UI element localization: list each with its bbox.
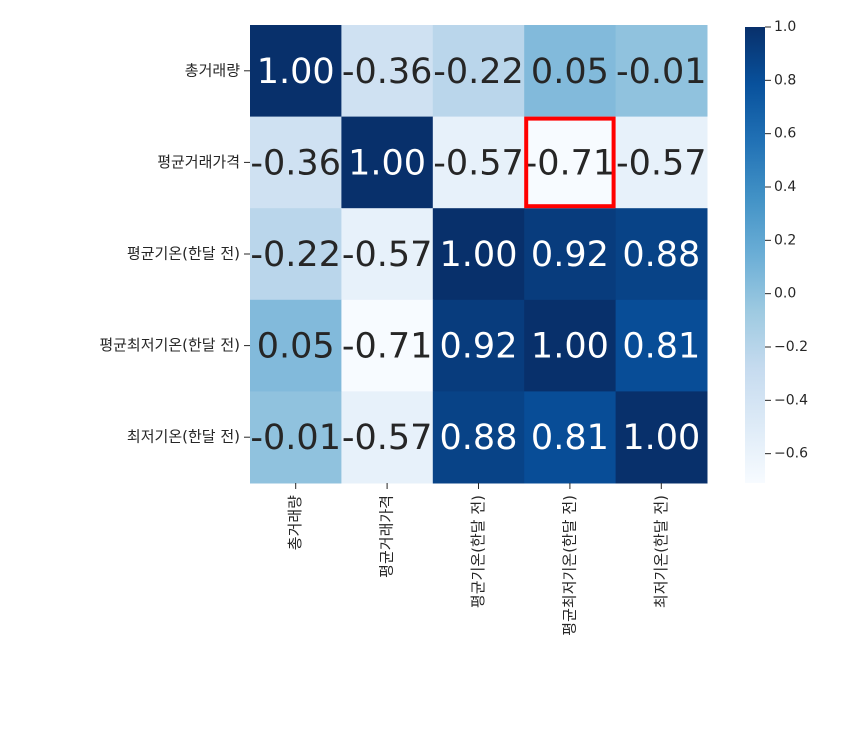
cell-label: 1.00 bbox=[348, 143, 426, 183]
cell-label: 0.88 bbox=[622, 235, 700, 275]
heatmap-cell bbox=[615, 116, 708, 209]
y-tick-label: 최저기온(한달 전) bbox=[127, 428, 240, 446]
heatmap-cell bbox=[432, 116, 525, 209]
heatmap-cell bbox=[432, 208, 525, 301]
cell-label: -0.57 bbox=[342, 418, 433, 458]
heatmap-cell bbox=[524, 208, 617, 301]
heatmap-cell bbox=[615, 208, 708, 301]
y-tick-label: 총거래량 bbox=[185, 61, 240, 79]
x-tick-label: 평균최저기온(한달 전) bbox=[560, 495, 578, 636]
colorbar-tick-label: −0.6 bbox=[774, 446, 808, 462]
heatmap-cell bbox=[615, 25, 708, 118]
x-tick-label: 총거래량 bbox=[286, 495, 304, 550]
heatmap-cell bbox=[615, 299, 708, 392]
colorbar bbox=[745, 27, 765, 483]
heatmap-cell bbox=[524, 25, 617, 118]
cell-label: -0.36 bbox=[342, 52, 433, 92]
heatmap-cell bbox=[341, 208, 434, 301]
x-tick-label: 평균기온(한달 전) bbox=[469, 495, 487, 608]
colorbar-tick-label: 1.0 bbox=[774, 19, 796, 35]
heatmap-cell bbox=[432, 25, 525, 118]
cell-label: 0.92 bbox=[531, 235, 609, 275]
cell-label: 0.81 bbox=[622, 327, 700, 367]
colorbar-tick-label: 0.6 bbox=[774, 126, 796, 142]
cell-label: -0.22 bbox=[433, 52, 524, 92]
cell-label: 0.05 bbox=[531, 52, 609, 92]
heatmap-cell bbox=[432, 299, 525, 392]
heatmap-cell bbox=[250, 25, 342, 118]
colorbar-tick-label: 0.0 bbox=[774, 286, 796, 302]
cell-label: 0.92 bbox=[440, 327, 518, 367]
cell-label: -0.57 bbox=[433, 143, 524, 183]
cell-label: -0.22 bbox=[250, 235, 341, 275]
y-tick-label: 평균거래가격 bbox=[157, 153, 240, 171]
colorbar-tick-label: 0.8 bbox=[774, 72, 796, 88]
cell-label: -0.57 bbox=[616, 143, 707, 183]
cell-label: 1.00 bbox=[531, 327, 609, 367]
cell-label: -0.57 bbox=[342, 235, 433, 275]
cell-label: 0.81 bbox=[531, 418, 609, 458]
heatmap-cell bbox=[615, 391, 708, 484]
x-tick-label: 최저기온(한달 전) bbox=[652, 495, 670, 608]
cell-label: -0.01 bbox=[250, 418, 341, 458]
heatmap-cell bbox=[524, 116, 617, 209]
x-tick-label: 평균거래가격 bbox=[378, 495, 396, 578]
cell-label: -0.36 bbox=[250, 143, 341, 183]
cell-label: 0.05 bbox=[257, 327, 335, 367]
colorbar-tick-label: 0.2 bbox=[774, 232, 796, 248]
cell-label: 0.88 bbox=[440, 418, 518, 458]
cell-label: -0.01 bbox=[616, 52, 707, 92]
heatmap-cell bbox=[250, 391, 342, 484]
heatmap-cell bbox=[341, 116, 434, 209]
cell-label: -0.71 bbox=[525, 143, 616, 183]
heatmap-cell bbox=[341, 299, 434, 392]
heatmap-cell bbox=[341, 391, 434, 484]
heatmap-cell bbox=[250, 208, 342, 301]
y-tick-label: 평균기온(한달 전) bbox=[127, 245, 240, 263]
heatmap-cell bbox=[524, 299, 617, 392]
cell-label: -0.71 bbox=[342, 327, 433, 367]
heatmap-cell bbox=[250, 299, 342, 392]
cell-label: 1.00 bbox=[257, 52, 335, 92]
heatmap-cell bbox=[432, 391, 525, 484]
heatmap-cell bbox=[524, 391, 617, 484]
cell-label: 1.00 bbox=[622, 418, 700, 458]
y-tick-label: 평균최저기온(한달 전) bbox=[99, 336, 240, 354]
highlight-box bbox=[524, 116, 616, 209]
cell-label: 1.00 bbox=[440, 235, 518, 275]
colorbar-tick-label: −0.2 bbox=[774, 339, 808, 355]
colorbar-tick-label: 0.4 bbox=[774, 179, 796, 195]
heatmap-cell bbox=[341, 25, 434, 118]
heatmap-cell bbox=[250, 116, 342, 209]
colorbar-tick-label: −0.4 bbox=[774, 392, 808, 408]
